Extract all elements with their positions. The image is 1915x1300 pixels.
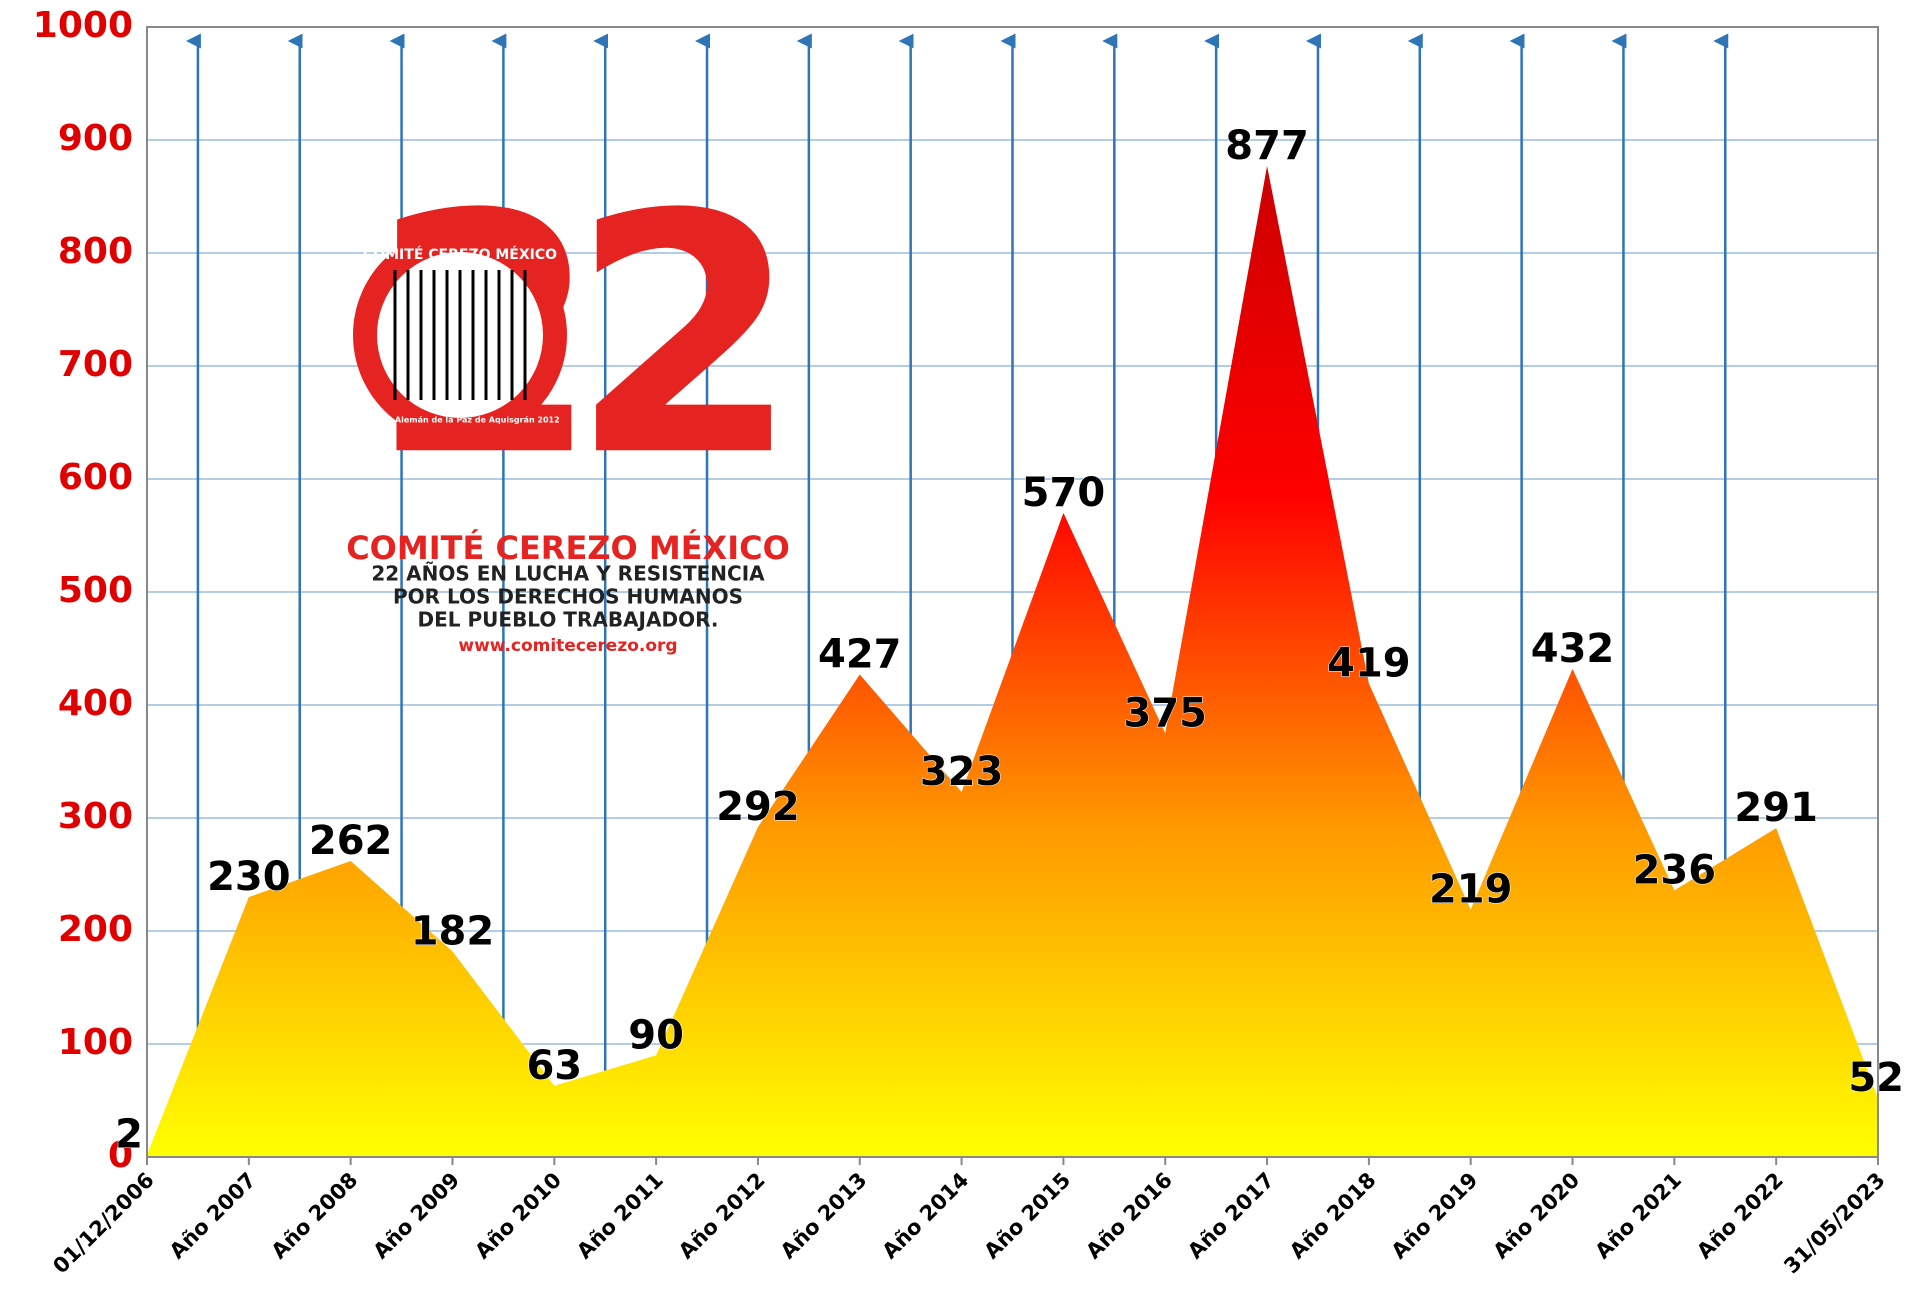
data-label: 182 — [411, 908, 495, 954]
plot-border — [146, 26, 1879, 1158]
data-label: 292 — [716, 784, 800, 830]
y-tick-label: 1000 — [33, 5, 133, 46]
data-label: 236 — [1633, 847, 1717, 893]
data-label: 2 — [115, 1112, 143, 1158]
data-label: 419 — [1327, 641, 1411, 687]
x-tick-label: Año 2007 — [165, 1168, 261, 1264]
x-tick-label: Año 2013 — [776, 1168, 872, 1264]
y-tick-label: 100 — [58, 1022, 133, 1063]
data-label: 90 — [628, 1012, 684, 1058]
x-tick-label: Año 2012 — [674, 1168, 770, 1264]
data-label: 230 — [207, 854, 291, 900]
data-label: 219 — [1429, 867, 1513, 913]
x-tick-label: Año 2019 — [1387, 1168, 1483, 1264]
data-label: 432 — [1531, 626, 1615, 672]
x-tick-label: Año 2015 — [979, 1168, 1075, 1264]
x-tick-label: Año 2021 — [1590, 1168, 1686, 1264]
y-tick-label: 500 — [58, 570, 133, 611]
x-tick-label: 01/12/2006 — [48, 1168, 158, 1278]
x-tick-label: 31/05/2023 — [1779, 1168, 1889, 1278]
x-tick-label: Año 2009 — [369, 1168, 465, 1264]
x-tick-label: Año 2011 — [572, 1168, 668, 1264]
y-tick-label: 700 — [58, 344, 133, 385]
x-tick-label: Año 2016 — [1081, 1168, 1177, 1264]
logo-line: COMITÉ CEREZO MÉXICO — [346, 529, 790, 567]
logo-line: 22 AÑOS EN LUCHA Y RESISTENCIA — [371, 562, 765, 586]
data-label: 262 — [309, 818, 393, 864]
data-label: 877 — [1225, 123, 1309, 169]
y-tick-label: 0 — [108, 1135, 133, 1176]
data-label: 52 — [1848, 1055, 1904, 1101]
data-label: 63 — [526, 1043, 582, 1089]
logo-line: www.comitecerezo.org — [458, 636, 677, 656]
logo-line: POR LOS DERECHOS HUMANOS — [393, 585, 743, 609]
data-label: 291 — [1734, 785, 1818, 831]
area — [147, 165, 1878, 1158]
y-tick-label: 300 — [58, 796, 133, 837]
y-tick-label: 400 — [58, 683, 133, 724]
x-tick-label: Año 2018 — [1285, 1168, 1381, 1264]
x-tick-label: Año 2017 — [1183, 1168, 1279, 1264]
x-tick-label: Año 2014 — [878, 1168, 974, 1264]
x-tick-label: Año 2008 — [267, 1168, 363, 1264]
logo-line: DEL PUEBLO TRABAJADOR. — [418, 608, 719, 632]
data-label: 323 — [920, 749, 1004, 795]
y-tick-label: 800 — [58, 231, 133, 272]
logo-ring-sub: Premio Alemán de la Paz de Aquisgrán 201… — [360, 416, 559, 425]
y-tick-label: 900 — [58, 118, 133, 159]
x-tick-label: Año 2010 — [470, 1168, 566, 1264]
y-tick-label: 600 — [58, 457, 133, 498]
data-label: 570 — [1022, 470, 1106, 516]
x-tick-label: Año 2022 — [1692, 1168, 1788, 1264]
data-label: 427 — [818, 631, 902, 677]
y-tick-label: 200 — [58, 909, 133, 950]
data-label: 375 — [1123, 690, 1207, 736]
x-tick-label: Año 2020 — [1489, 1168, 1585, 1264]
logo-ring-text: COMITÉ CEREZO MÉXICO — [363, 246, 557, 263]
